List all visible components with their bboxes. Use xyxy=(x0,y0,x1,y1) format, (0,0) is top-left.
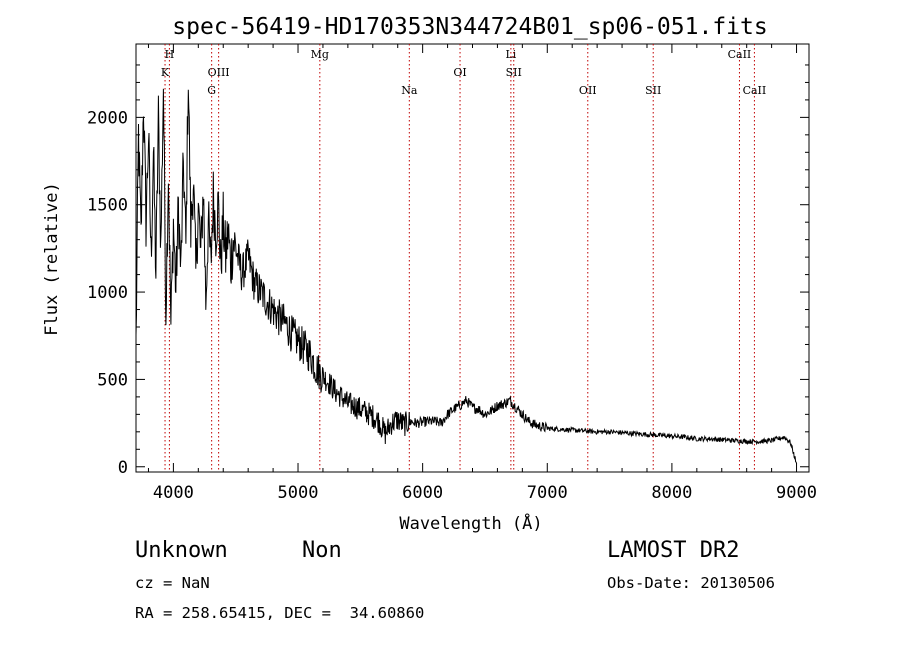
ra-dec-coordinates: RA = 258.65415, DEC = 34.60860 xyxy=(135,604,425,622)
observation-date: Obs-Date: 20130506 xyxy=(607,574,775,592)
spectral-line-label: SII xyxy=(506,66,522,79)
spectral-line-label: H xyxy=(165,48,175,61)
axis-ticks: 4000 5000 6000 7000 8000 9000 0 500 1000 1500 2000 xyxy=(87,44,817,503)
object-class: Unknown xyxy=(135,538,228,563)
x-tick-label: 4000 xyxy=(153,483,194,503)
chart-title: spec-56419-HD170353N344724B01_sp06-051.f… xyxy=(172,14,767,40)
y-tick-label: 0 xyxy=(118,458,128,478)
x-tick-label: 9000 xyxy=(776,483,817,503)
spectral-line-label: SII xyxy=(645,84,661,97)
survey-name: LAMOST DR2 xyxy=(607,538,740,563)
spectral-line-label: CaII xyxy=(743,84,767,97)
y-tick-label: 1500 xyxy=(87,196,128,216)
y-tick-label: 2000 xyxy=(87,108,128,128)
spectral-line-label: K xyxy=(161,66,170,79)
x-tick-label: 7000 xyxy=(527,483,568,503)
y-axis-label: Flux (relative) xyxy=(42,182,62,336)
spectral-line-label: G xyxy=(207,84,216,97)
x-axis-label: Wavelength (Å) xyxy=(399,512,542,534)
x-tick-label: 5000 xyxy=(278,483,319,503)
spectral-line-label: Li xyxy=(505,48,516,61)
spectral-line-label: Na xyxy=(401,84,418,97)
spectrum-line xyxy=(135,88,797,464)
y-tick-label: 1000 xyxy=(87,283,128,303)
y-tick-label: 500 xyxy=(97,370,128,390)
spectral-line-label: OI xyxy=(453,66,466,79)
spectral-line-label: OII xyxy=(579,84,597,97)
object-subclass: Non xyxy=(302,538,342,563)
spectral-line-markers: HK OIII G Mg Na OI Li SII OII SII CaII CaII xyxy=(161,44,766,472)
spectral-line-label: OIII xyxy=(208,66,230,79)
redshift-cz: cz = NaN xyxy=(135,574,210,592)
spectral-line-label: Mg xyxy=(311,48,329,61)
x-tick-label: 6000 xyxy=(402,483,443,503)
plot-frame xyxy=(135,43,810,473)
x-tick-label: 8000 xyxy=(651,483,692,503)
spectral-line-label: CaII xyxy=(728,48,752,61)
